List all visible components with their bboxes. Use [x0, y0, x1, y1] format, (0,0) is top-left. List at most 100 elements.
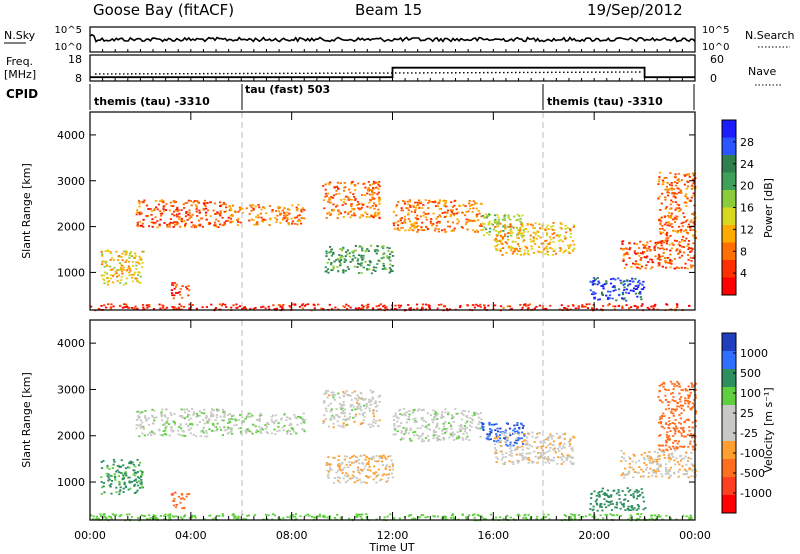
scatter-cell [90, 514, 93, 517]
scatter-cell [136, 278, 139, 281]
scatter-cell [195, 307, 198, 310]
scatter-cell [219, 426, 222, 429]
scatter-cell [661, 451, 664, 453]
scatter-cell [145, 419, 148, 422]
scatter-cell [99, 513, 102, 516]
scatter-cell [685, 193, 688, 196]
scatter-cell [540, 456, 543, 458]
scatter-cell [667, 216, 670, 219]
scatter-cell [151, 218, 154, 221]
scatter-cell [219, 205, 222, 207]
scatter-cell [353, 212, 356, 215]
scatter-cell [196, 200, 199, 202]
scatter-cell [116, 275, 119, 278]
scatter-cell [110, 303, 113, 306]
scatter-cell [661, 179, 665, 182]
scatter-cell [544, 228, 547, 231]
scatter-cell [337, 392, 340, 395]
scatter-cell [678, 405, 681, 408]
scatter-cell [333, 260, 336, 263]
scatter-cell [628, 307, 631, 310]
scatter-cell [241, 207, 244, 210]
scatter-cell [625, 291, 628, 294]
scatter-cell [285, 220, 288, 222]
scatter-cell [383, 456, 387, 459]
scatter-cell [291, 220, 294, 223]
scatter-cell [304, 419, 307, 421]
scatter-cell [563, 433, 566, 436]
scatter-cell [191, 304, 194, 306]
scatter-cell [650, 258, 653, 261]
scatter-cell [420, 440, 424, 443]
scatter-cell [634, 461, 638, 464]
colorbar-swatch [722, 137, 736, 156]
scatter-cell [649, 240, 652, 243]
scatter-cell [480, 225, 483, 227]
scatter-cell [635, 253, 638, 255]
scatter-cell [347, 305, 350, 307]
scatter-cell [495, 244, 498, 247]
scatter-cell [675, 240, 678, 242]
scatter-cell [277, 207, 280, 210]
scatter-cell [240, 208, 243, 210]
scatter-cell [260, 414, 263, 416]
scatter-cell [177, 433, 180, 436]
scatter-cell [340, 518, 343, 520]
scatter-cell [502, 518, 505, 520]
scatter-cell [538, 432, 542, 434]
scatter-cell [210, 429, 213, 432]
scatter-cell [293, 515, 297, 518]
scatter-cell [414, 517, 417, 520]
scatter-cell [407, 432, 410, 435]
scatter-cell [476, 231, 479, 233]
scatter-cell [350, 205, 353, 208]
scatter-cell [293, 222, 297, 225]
scatter-cell [665, 469, 668, 471]
scatter-cell [560, 223, 563, 226]
scatter-cell [214, 225, 217, 228]
scatter-cell [451, 514, 454, 517]
scatter-cell [572, 463, 575, 466]
scatter-cell [361, 470, 364, 472]
scatter-cell [493, 214, 497, 217]
scatter-cell [547, 228, 550, 230]
scatter-cell [338, 467, 341, 469]
colorbar-swatch [722, 351, 736, 370]
scatter-cell [339, 256, 342, 259]
scatter-cell [605, 294, 608, 297]
scatter-cell [324, 195, 327, 198]
scatter-cell [141, 432, 144, 435]
scatter-cell [540, 454, 543, 457]
scatter-cell [558, 445, 561, 448]
scatter-cell [548, 449, 551, 452]
scatter-cell [249, 415, 253, 418]
scatter-cell [596, 277, 599, 279]
scatter-cell [327, 390, 330, 392]
scatter-cell [339, 182, 342, 185]
scatter-cell [541, 251, 544, 254]
scatter-cell [339, 406, 342, 409]
scatter-cell [510, 449, 513, 452]
scatter-cell [332, 456, 335, 459]
scatter-cell [435, 224, 438, 227]
scatter-cell [239, 430, 243, 433]
scatter-cell [361, 249, 364, 252]
scatter-cell [668, 187, 671, 190]
scatter-cell [547, 436, 550, 439]
scatter-cell [454, 408, 457, 410]
scatter-cell [176, 210, 179, 213]
scatter-cell [417, 203, 420, 206]
scatter-cell [188, 209, 191, 212]
scatter-cell [527, 447, 530, 450]
scatter-cell [668, 455, 671, 458]
scatter-cell [676, 446, 679, 449]
scatter-cell [153, 208, 156, 211]
scatter-cell [466, 304, 469, 306]
scatter-cell [467, 220, 470, 223]
scatter-cell [513, 215, 516, 218]
scatter-cell [345, 390, 348, 392]
scatter-cell [398, 425, 401, 427]
colorbar-tick-label: 25 [740, 407, 754, 420]
scatter-cell [273, 420, 276, 423]
scatter-cell [335, 193, 338, 196]
